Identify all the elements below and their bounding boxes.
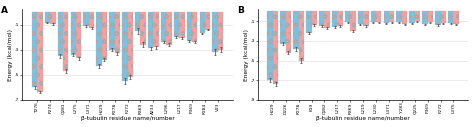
Bar xyxy=(89,12,94,28)
Bar xyxy=(319,11,325,26)
Bar xyxy=(83,12,89,26)
Bar xyxy=(363,11,369,26)
Bar xyxy=(102,12,107,60)
Bar xyxy=(454,11,459,24)
Bar xyxy=(58,12,63,56)
Bar xyxy=(345,11,350,22)
Bar xyxy=(311,11,317,25)
Bar xyxy=(332,11,337,27)
Bar xyxy=(299,11,304,61)
Bar xyxy=(122,12,128,81)
Bar xyxy=(273,11,278,84)
Bar xyxy=(135,12,140,31)
Bar xyxy=(337,11,343,26)
Bar xyxy=(218,12,223,50)
Bar xyxy=(63,12,68,71)
Bar xyxy=(440,11,446,23)
Bar xyxy=(200,12,205,33)
Bar xyxy=(435,11,440,25)
Bar xyxy=(174,12,179,37)
Bar xyxy=(306,11,311,33)
Bar xyxy=(358,11,363,24)
X-axis label: β-tubulin residue name/number: β-tubulin residue name/number xyxy=(316,116,410,121)
Text: B: B xyxy=(237,6,244,15)
Bar xyxy=(32,12,37,87)
Bar xyxy=(396,11,402,22)
Bar xyxy=(286,11,291,53)
Bar xyxy=(402,11,407,24)
Bar xyxy=(115,12,120,53)
Bar xyxy=(179,12,184,38)
Bar xyxy=(280,11,286,44)
Bar xyxy=(148,12,154,48)
Bar xyxy=(350,11,356,31)
Bar xyxy=(325,11,330,28)
Bar xyxy=(293,11,299,49)
Bar xyxy=(140,12,146,45)
Bar xyxy=(192,12,198,42)
Bar xyxy=(212,12,218,52)
Bar xyxy=(50,12,55,24)
Bar xyxy=(428,11,433,22)
Bar xyxy=(410,11,415,23)
X-axis label: β-tubulin residue name/number: β-tubulin residue name/number xyxy=(81,116,174,121)
Bar xyxy=(415,11,420,21)
Bar xyxy=(389,11,394,22)
Bar xyxy=(154,12,159,47)
Bar xyxy=(422,11,428,24)
Bar xyxy=(71,12,76,55)
Bar xyxy=(128,12,133,77)
Bar xyxy=(205,12,210,30)
Text: A: A xyxy=(1,6,8,15)
Bar xyxy=(45,12,50,23)
Y-axis label: Energy (kcal/mol): Energy (kcal/mol) xyxy=(244,29,248,81)
Bar xyxy=(187,12,192,41)
Bar xyxy=(76,12,82,58)
Bar xyxy=(267,11,273,80)
Bar xyxy=(371,11,376,22)
Bar xyxy=(161,12,166,42)
Bar xyxy=(96,12,102,66)
Bar xyxy=(109,12,115,50)
Bar xyxy=(166,12,172,45)
Bar xyxy=(37,12,43,92)
Bar xyxy=(376,11,382,22)
Y-axis label: Energy (kcal/mol): Energy (kcal/mol) xyxy=(8,29,13,81)
Bar xyxy=(448,11,454,23)
Bar xyxy=(383,11,389,23)
